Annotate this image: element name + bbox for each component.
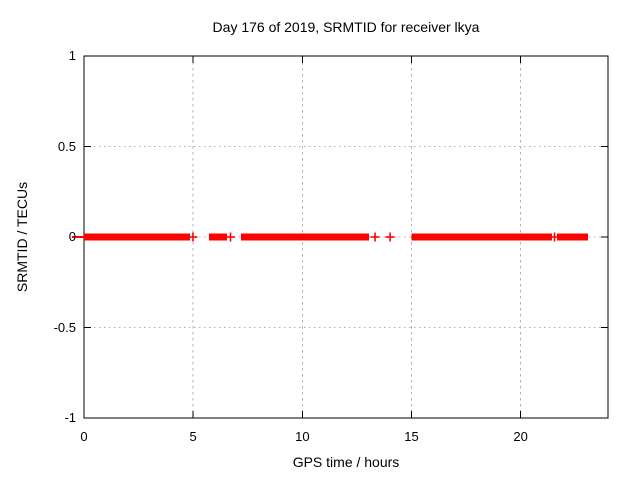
- x-tick-label: 15: [404, 429, 419, 444]
- y-tick-label: 1: [68, 48, 76, 63]
- x-tick-label: 20: [513, 429, 528, 444]
- x-tick-label: 10: [295, 429, 310, 444]
- x-tick-label: 0: [80, 429, 88, 444]
- chart-title: Day 176 of 2019, SRMTID for receiver lky…: [212, 19, 480, 35]
- x-axis-label: GPS time / hours: [292, 454, 400, 470]
- y-tick-label: 0.5: [57, 138, 76, 154]
- y-tick-label: -0.5: [53, 319, 76, 335]
- y-tick-label: 0: [68, 229, 76, 244]
- x-tick-label: 5: [189, 429, 197, 444]
- y-tick-label: -1: [64, 410, 76, 425]
